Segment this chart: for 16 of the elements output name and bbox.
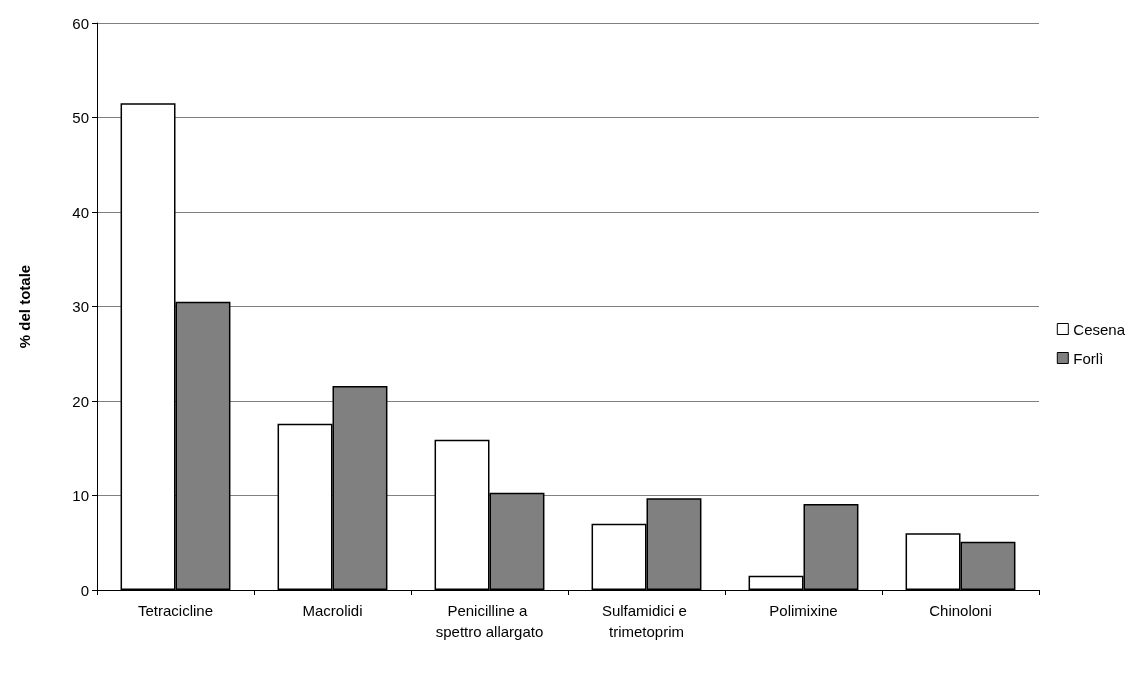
- y-tick-label: 30: [72, 298, 89, 315]
- x-tick-label: Chinoloni: [929, 602, 992, 619]
- x-tick-label: Polimixine: [769, 602, 838, 619]
- x-tick-label: Macrolidi: [302, 602, 363, 619]
- y-tick-label: 10: [72, 487, 89, 504]
- y-axis-title: % del totale: [16, 264, 33, 349]
- x-tick-label: Penicilline a spettro allargato: [435, 602, 544, 640]
- legend-label: Forlì: [1073, 349, 1104, 367]
- y-tick-label: 60: [72, 14, 89, 32]
- y-tick-label: 0: [80, 581, 89, 599]
- legend-label: Cesena: [1073, 320, 1126, 338]
- y-tick-label: 20: [72, 392, 89, 410]
- y-tick-label: 40: [72, 203, 89, 221]
- x-tick-label: Tetracicline: [137, 602, 214, 619]
- y-tick-label: 50: [72, 109, 89, 126]
- x-tick-label: Sulfamidici e trimetoprim: [601, 602, 692, 640]
